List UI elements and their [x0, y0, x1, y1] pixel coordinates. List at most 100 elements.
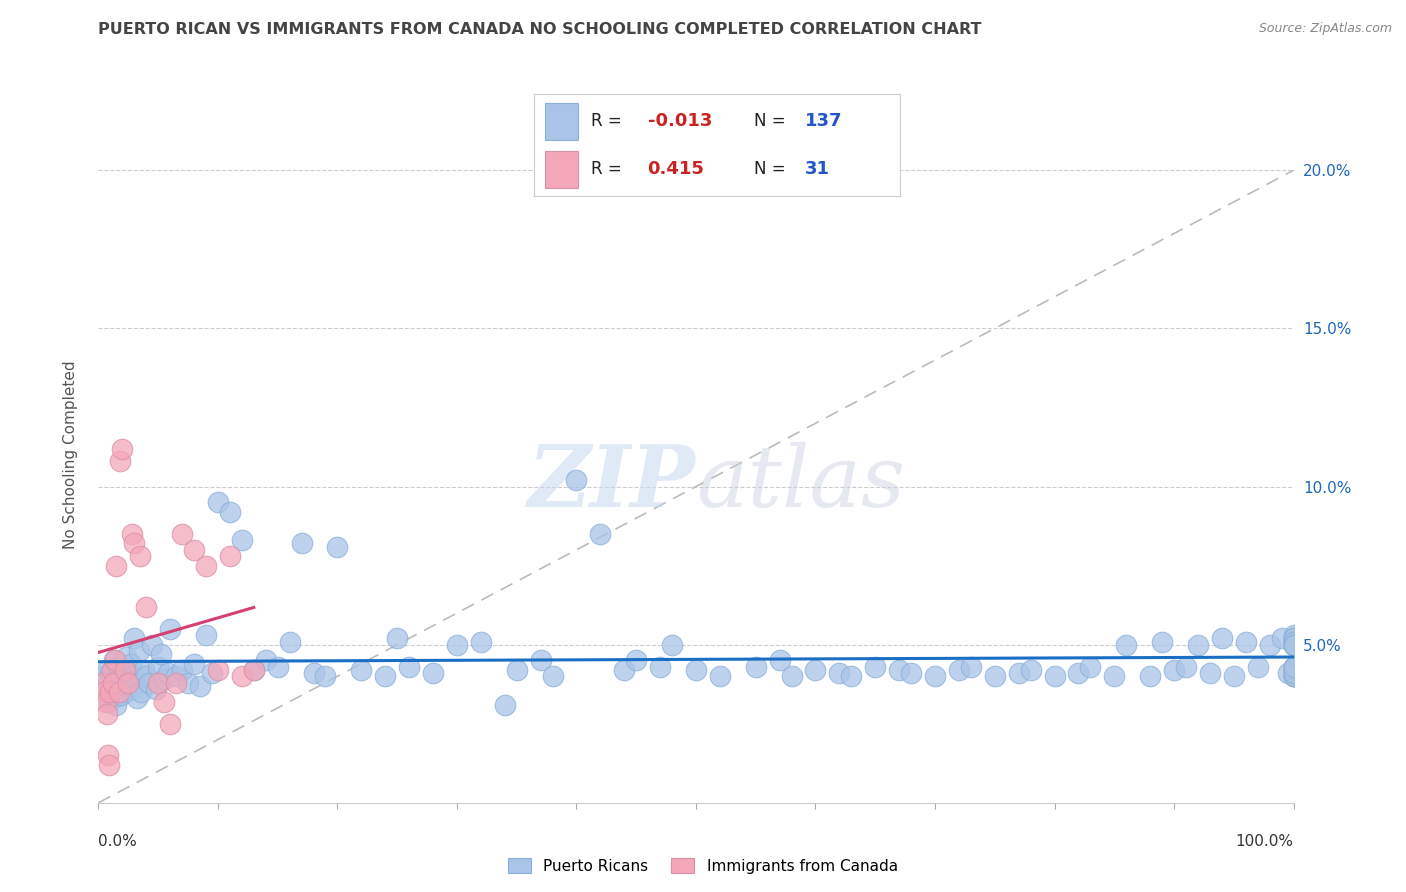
Point	[648, 660, 672, 674]
Text: atlas: atlas	[696, 442, 905, 524]
Point	[104, 653, 127, 667]
Point	[118, 673, 141, 687]
Point	[278, 634, 301, 648]
Point	[1282, 628, 1305, 642]
Point	[153, 695, 176, 709]
Point	[96, 663, 118, 677]
Point	[132, 663, 155, 677]
Point	[96, 707, 118, 722]
Point	[115, 650, 138, 665]
Point	[1139, 669, 1161, 683]
Point	[107, 673, 129, 687]
Point	[135, 669, 157, 683]
Point	[350, 663, 373, 677]
Point	[1150, 634, 1173, 648]
Point	[1163, 663, 1185, 677]
Point	[148, 675, 170, 690]
Point	[122, 669, 145, 683]
Point	[267, 660, 290, 674]
Point	[1282, 660, 1305, 674]
Point	[1282, 660, 1305, 674]
Point	[103, 653, 125, 667]
Point	[1271, 632, 1294, 646]
Point	[156, 666, 179, 681]
Text: 0.415: 0.415	[648, 160, 704, 178]
Point	[1282, 638, 1305, 652]
Point	[100, 663, 122, 677]
Point	[1282, 663, 1305, 677]
Point	[1282, 669, 1305, 683]
Point	[1019, 663, 1042, 677]
Point	[661, 638, 683, 652]
Point	[111, 663, 134, 677]
Point	[100, 679, 122, 693]
Point	[1282, 669, 1305, 683]
Point	[1246, 660, 1268, 674]
Point	[984, 669, 1007, 683]
Point	[1067, 666, 1090, 681]
Point	[804, 663, 827, 677]
Point	[1198, 666, 1220, 681]
Point	[188, 679, 211, 693]
Point	[1282, 632, 1305, 646]
Point	[201, 666, 224, 681]
Point	[529, 653, 551, 667]
Point	[114, 663, 136, 677]
Text: N =: N =	[754, 112, 785, 130]
Point	[98, 695, 121, 709]
Point	[138, 675, 160, 690]
Point	[97, 748, 120, 763]
Point	[231, 533, 253, 548]
Point	[1282, 666, 1305, 681]
Point	[1234, 634, 1257, 648]
Point	[828, 666, 851, 681]
Point	[108, 454, 131, 468]
Point	[1282, 634, 1305, 648]
Point	[1282, 666, 1305, 681]
Point	[159, 622, 181, 636]
Point	[194, 558, 218, 573]
Point	[398, 660, 420, 674]
Point	[93, 669, 115, 683]
Point	[1080, 660, 1102, 674]
Point	[1282, 634, 1305, 648]
Point	[110, 688, 132, 702]
Point	[613, 663, 636, 677]
Point	[124, 632, 146, 646]
Point	[315, 669, 337, 683]
Point	[1282, 638, 1305, 652]
Point	[148, 660, 170, 674]
Point	[98, 757, 121, 772]
Point	[115, 679, 138, 693]
Point	[108, 669, 131, 683]
Point	[105, 698, 128, 712]
Point	[506, 663, 529, 677]
Point	[1282, 632, 1305, 646]
Point	[107, 685, 129, 699]
Text: ZIP: ZIP	[529, 441, 696, 524]
Point	[541, 669, 564, 683]
Text: R =: R =	[591, 112, 621, 130]
Point	[1282, 666, 1305, 681]
Point	[114, 685, 136, 699]
Point	[101, 675, 124, 690]
Point	[1282, 632, 1305, 646]
Point	[422, 666, 444, 681]
Point	[768, 653, 790, 667]
Point	[94, 695, 117, 709]
Point	[219, 505, 242, 519]
Point	[145, 681, 167, 696]
Text: R =: R =	[591, 160, 621, 178]
Point	[1282, 663, 1305, 677]
Y-axis label: No Schooling Completed: No Schooling Completed	[63, 360, 77, 549]
Point	[124, 536, 146, 550]
Point	[565, 473, 588, 487]
Point	[105, 558, 128, 573]
Legend: Puerto Ricans, Immigrants from Canada: Puerto Ricans, Immigrants from Canada	[502, 852, 904, 880]
Point	[1211, 632, 1233, 646]
Point	[841, 669, 863, 683]
Point	[709, 669, 731, 683]
Point	[125, 691, 148, 706]
Point	[129, 549, 152, 563]
Point	[1282, 638, 1305, 652]
